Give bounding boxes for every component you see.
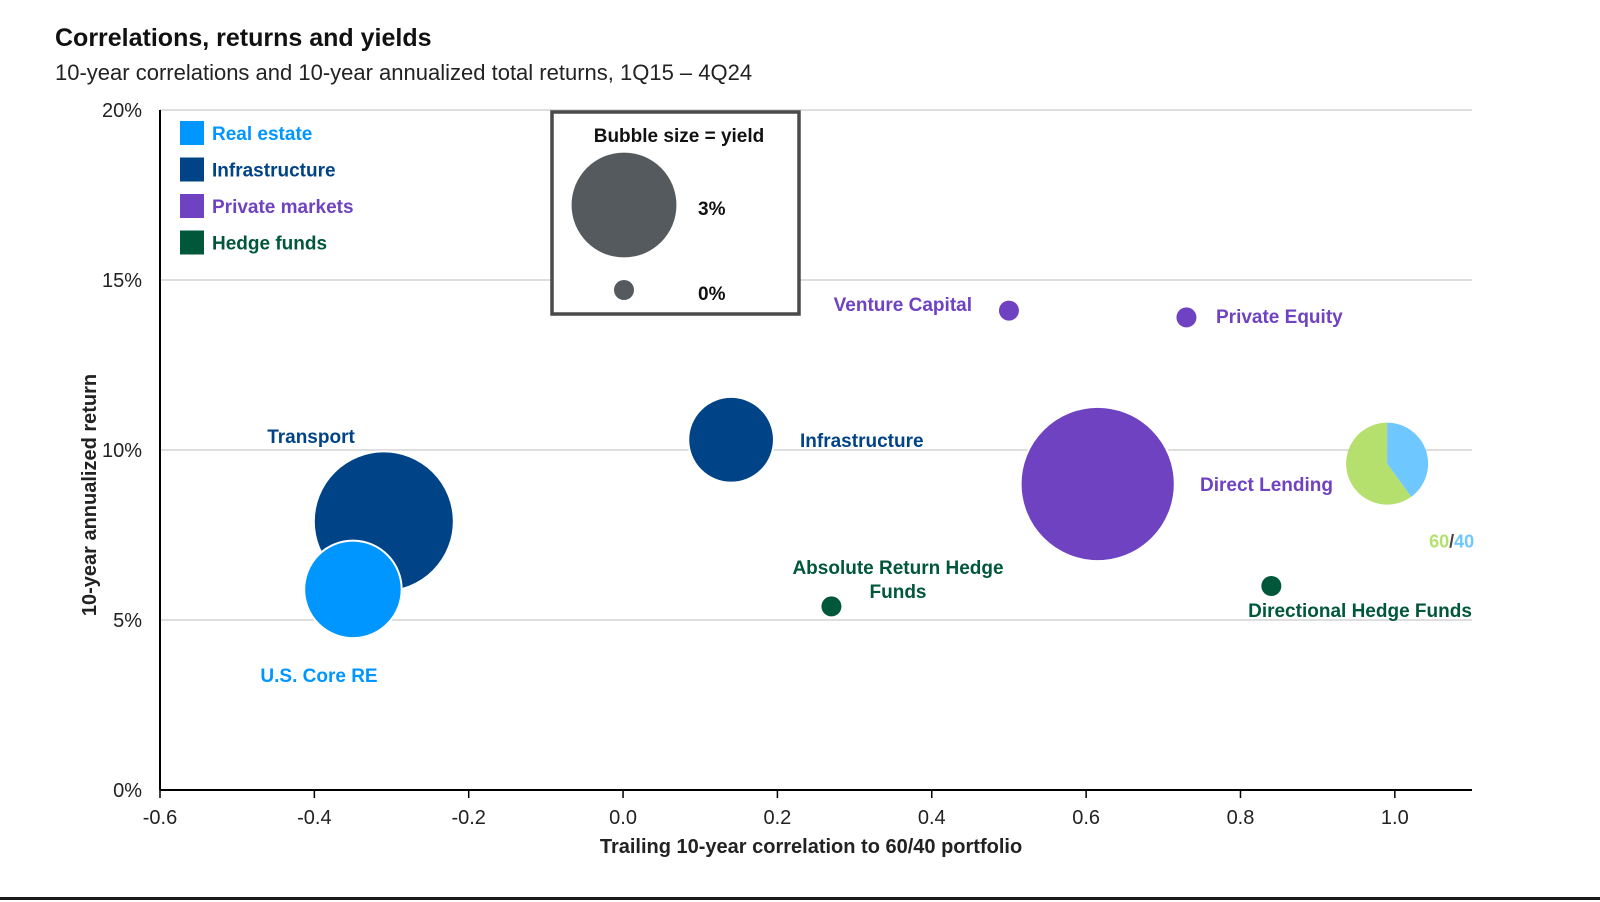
bubble-label: Directional Hedge Funds <box>1248 601 1472 622</box>
bottom-rule <box>0 897 1600 900</box>
pie-slice-40 <box>1387 422 1429 497</box>
y-tick-label: 5% <box>113 610 142 632</box>
y-tick-label: 15% <box>102 270 142 292</box>
x-tick-label: 1.0 <box>1381 807 1409 829</box>
y-axis-title: 10-year annualized return <box>79 374 101 616</box>
bubble-label: Private Equity <box>1216 307 1343 328</box>
legend-swatch <box>180 230 204 255</box>
bubble-private-equity <box>1176 307 1197 328</box>
bubble-label: Venture Capital <box>834 295 972 316</box>
chart-title: Correlations, returns and yields <box>55 24 432 52</box>
x-tick-label: 0.6 <box>1072 807 1100 829</box>
legend-swatch <box>180 194 204 218</box>
legend-swatch <box>180 121 204 145</box>
bubble-label: U.S. Core RE <box>260 666 377 687</box>
bubble-label: Infrastructure <box>800 431 924 452</box>
size-key-bubble <box>614 280 634 300</box>
x-tick-label: -0.6 <box>143 807 177 829</box>
bubble-directional-hedge-funds <box>1261 576 1282 596</box>
size-key-bubble <box>571 152 677 258</box>
size-key-title: Bubble size = yield <box>594 126 765 147</box>
pie-slice-60 <box>1346 422 1412 505</box>
bubble-label: Transport <box>267 427 355 448</box>
x-tick-label: 0.2 <box>764 807 792 829</box>
x-tick-label: 0.0 <box>609 807 637 829</box>
legend-label: Hedge funds <box>212 234 327 255</box>
bubble-venture-capital <box>998 300 1019 321</box>
legend-label: Infrastructure <box>212 161 336 182</box>
legend-label: Private markets <box>212 197 354 218</box>
bubble-label: Funds <box>870 582 927 603</box>
x-axis-title: Trailing 10-year correlation to 60/40 po… <box>600 836 1022 858</box>
legend-label: Real estate <box>212 124 312 145</box>
bubble-direct-lending <box>1019 405 1176 563</box>
size-key-label: 3% <box>698 199 726 220</box>
bubble-label: Absolute Return Hedge <box>792 558 1003 579</box>
label-part: 60 <box>1429 532 1449 552</box>
legend-swatch <box>180 157 204 182</box>
bubble-u-s-core-re <box>303 539 403 640</box>
y-tick-label: 0% <box>113 780 142 802</box>
x-tick-label: 0.8 <box>1227 807 1255 829</box>
label-part: 40 <box>1454 532 1474 552</box>
label-part: / <box>1449 532 1454 552</box>
x-tick-label: 0.4 <box>918 807 946 829</box>
chart-subtitle: 10-year correlations and 10-year annuali… <box>55 60 753 85</box>
y-tick-label: 10% <box>102 440 142 462</box>
y-tick-label: 20% <box>102 100 142 122</box>
bubble-label: Direct Lending <box>1200 475 1333 496</box>
x-tick-label: -0.2 <box>451 807 485 829</box>
size-key-label: 0% <box>698 284 726 305</box>
bubble-infrastructure <box>687 395 775 484</box>
x-tick-label: -0.4 <box>297 807 331 829</box>
bubble-absolute-return-hedge-funds <box>821 596 842 617</box>
bubble-label-60-40: 60/40 <box>1429 532 1474 552</box>
